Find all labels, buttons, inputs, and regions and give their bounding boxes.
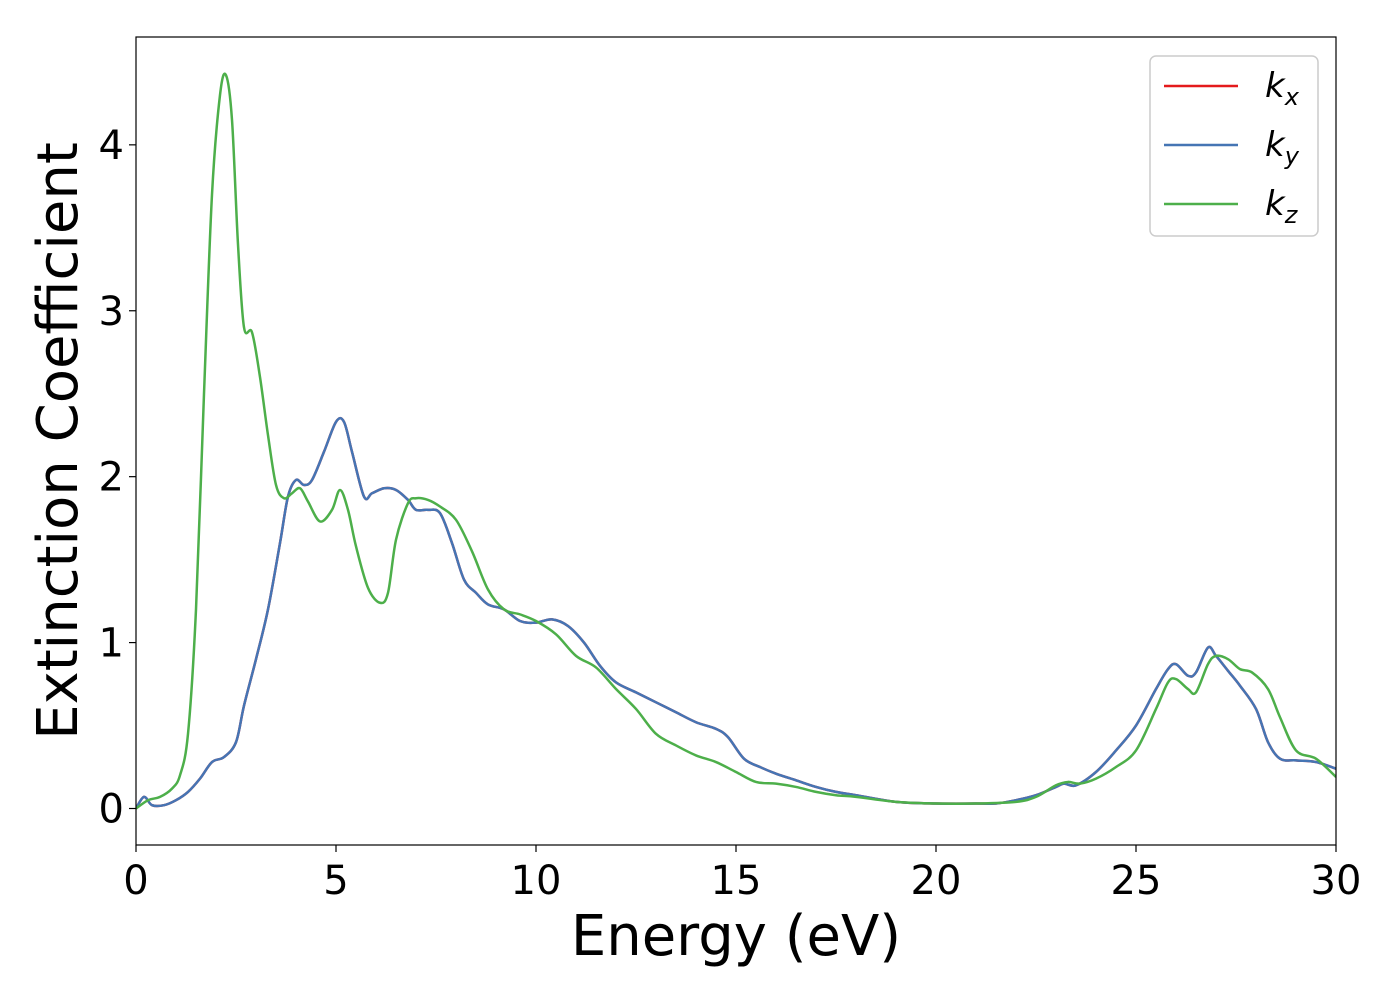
x-axis-title: Energy (eV) <box>571 904 901 969</box>
x-tick-label: 0 <box>123 858 148 904</box>
legend-items: kx ky kz <box>1164 66 1300 229</box>
series-line-y <box>136 416 1336 810</box>
x-tick-label: 15 <box>711 858 762 904</box>
x-tick-label: 20 <box>911 858 962 904</box>
legend-label-x: kx <box>1265 66 1300 111</box>
legend-label-z: kz <box>1265 184 1299 229</box>
y-tick-label: 2 <box>99 455 124 501</box>
x-tick-label: 30 <box>1311 858 1362 904</box>
y-tick-label: 0 <box>99 786 124 832</box>
y-tick-label: 3 <box>99 289 124 335</box>
x-tick-label: 25 <box>1111 858 1162 904</box>
y-tick-label: 1 <box>99 621 124 667</box>
y-axis-ticks: 0 1 2 3 4 <box>99 123 136 832</box>
plot-lines <box>136 72 1336 810</box>
legend: kx ky kz <box>1149 55 1319 237</box>
x-tick-label: 10 <box>511 858 562 904</box>
x-tick-label: 5 <box>323 858 348 904</box>
y-axis-title: Extinction Coefficient <box>26 142 91 740</box>
x-axis-ticks: 0 5 10 15 20 25 30 <box>123 845 1361 904</box>
series-line-z <box>136 72 1336 810</box>
legend-label-y: ky <box>1265 125 1300 170</box>
y-tick-label: 4 <box>99 123 124 169</box>
